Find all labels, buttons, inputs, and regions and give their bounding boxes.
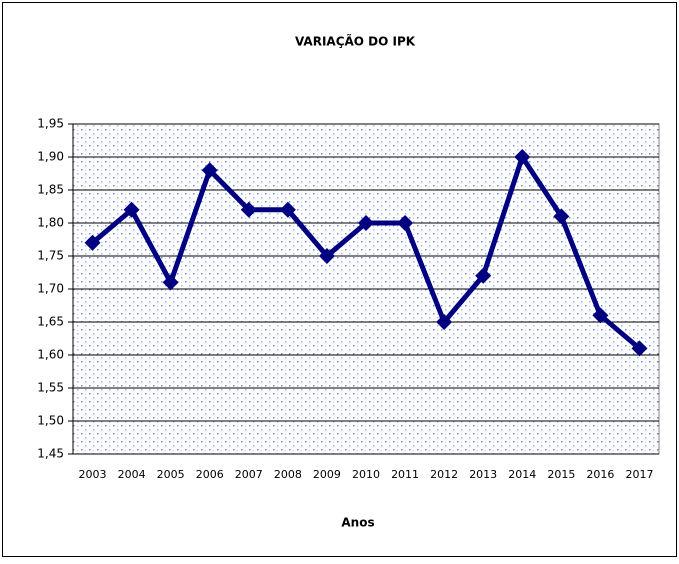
marker: [514, 149, 531, 165]
x-tick-label: 2014: [508, 468, 536, 481]
marker: [84, 234, 101, 251]
y-tick-label: 1,60: [37, 348, 64, 362]
x-tick-label: 2006: [196, 468, 224, 481]
x-tick-label: 2007: [235, 468, 263, 481]
marker: [279, 201, 296, 218]
marker: [397, 215, 414, 231]
y-tick-label: 1,65: [37, 315, 64, 329]
x-axis-label: Anos: [341, 516, 374, 530]
x-tick-label: 2012: [430, 468, 458, 481]
y-tick-label: 1,45: [37, 447, 64, 461]
marker: [475, 267, 492, 284]
x-tick-label: 2011: [391, 468, 419, 481]
marker: [592, 307, 609, 324]
x-tick-label: 2004: [118, 468, 146, 481]
marker: [436, 314, 453, 330]
x-tick-label: 2016: [586, 468, 614, 481]
x-tick-label: 2008: [274, 468, 302, 481]
y-tick-label: 1,85: [37, 183, 64, 197]
x-tick-label: 2003: [79, 468, 107, 481]
y-tick-label: 1,95: [37, 117, 64, 131]
marker: [553, 208, 570, 225]
marker: [162, 274, 179, 291]
x-tick-label: 2010: [352, 468, 380, 481]
chart-title: VARIAÇÃO DO IPK: [295, 34, 416, 49]
marker: [318, 248, 335, 264]
y-tick-label: 1,80: [37, 216, 64, 230]
x-tick-label: 2015: [547, 468, 575, 481]
y-tick-label: 1,75: [37, 249, 64, 263]
marker: [240, 201, 257, 218]
y-tick-label: 1,90: [37, 150, 64, 164]
y-tick-label: 1,55: [37, 381, 64, 395]
y-tick-label: 1,50: [37, 414, 64, 428]
x-tick-label: 2009: [313, 468, 341, 481]
marker: [631, 340, 648, 357]
marker: [201, 162, 218, 179]
x-tick-label: 2017: [625, 468, 653, 481]
x-tick-label: 2013: [469, 468, 497, 481]
marker: [123, 201, 140, 218]
y-tick-label: 1,70: [37, 282, 64, 296]
x-tick-label: 2005: [157, 468, 185, 481]
marker: [358, 215, 374, 231]
